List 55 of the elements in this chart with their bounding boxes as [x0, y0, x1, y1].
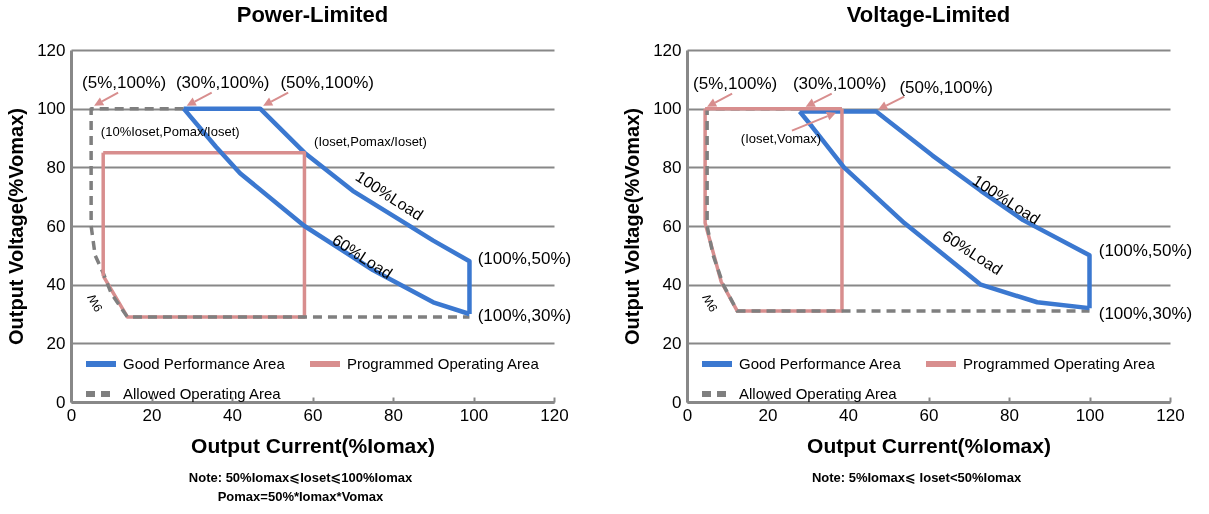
y-tick-label: 40 — [662, 275, 682, 295]
y-tick-label: 120 — [653, 40, 682, 60]
legend-label: Good Performance Area — [739, 355, 902, 372]
text: Note: 50%Iomax⩽Ioset⩽100%Iomax — [188, 470, 413, 485]
annotation: 9W — [84, 291, 106, 315]
x-tick-label: 120 — [540, 405, 569, 425]
annotation: (100%,30%) — [1098, 304, 1193, 324]
annotation: (50%,100%) — [899, 77, 993, 97]
annotation: (100%,30%) — [477, 306, 572, 325]
legend-label: Allowed Operating Area — [123, 385, 282, 402]
x-tick-label: 60 — [303, 405, 323, 425]
y-axis-title: Output Voltage(%Vomax) — [621, 107, 644, 346]
annotation: (100%,50%) — [1098, 241, 1193, 261]
y-tick-label: 20 — [46, 333, 66, 353]
annotation: (Ioset,Pomax/Ioset) — [314, 133, 427, 149]
x-tick-label: 40 — [839, 405, 858, 425]
chart-title: Power-Limited — [236, 2, 389, 27]
x-axis-title: Output Current(%Iomax) — [191, 433, 435, 457]
x-tick-label: 120 — [1156, 405, 1185, 425]
x-tick-label: 100 — [1075, 405, 1105, 425]
x-tick-label: 20 — [758, 405, 778, 425]
legend-label: Programmed Operating Area — [963, 355, 1156, 372]
x-tick-label: 80 — [384, 405, 403, 425]
y-tick-label: 80 — [46, 157, 66, 177]
y-tick-label: 100 — [37, 99, 66, 119]
annotation: (5%,100%) — [693, 73, 778, 93]
legend-label: Good Performance Area — [123, 355, 286, 372]
annotation: (30%,100%) — [792, 73, 887, 93]
legend-label: Programmed Operating Area — [347, 355, 540, 372]
x-tick-label: 80 — [1000, 405, 1019, 425]
text: Pomax=50%*Iomax*Vomax — [217, 489, 385, 504]
y-tick-label: 60 — [46, 216, 66, 236]
y-tick-label: 20 — [662, 333, 682, 353]
y-tick-label: 0 — [672, 392, 682, 412]
x-tick-label: 40 — [223, 405, 242, 425]
chart-title: Voltage-Limited — [846, 2, 1011, 27]
text: Note: 5%Iomax⩽ Ioset<50%Iomax — [811, 470, 1022, 485]
annotation: (100%,50%) — [477, 249, 572, 269]
y-tick-label: 100 — [653, 99, 682, 119]
x-axis-title: Output Current(%Iomax) — [807, 433, 1051, 457]
annotation: (Ioset,Vomax) — [740, 130, 822, 146]
legend-label: Allowed Operating Area — [739, 385, 898, 402]
x-tick-label: 20 — [142, 405, 162, 425]
x-tick-label: 60 — [919, 405, 939, 425]
annotation: (5%,100%) — [82, 72, 167, 92]
y-axis-title: Output Voltage(%Vomax) — [5, 107, 28, 346]
annotation: 9W — [699, 291, 721, 315]
annotation: (50%,100%) — [280, 72, 374, 92]
y-tick-label: 80 — [662, 157, 682, 177]
y-tick-label: 0 — [56, 392, 66, 412]
y-tick-label: 120 — [37, 40, 66, 60]
annotation: (30%,100%) — [175, 72, 270, 92]
x-tick-label: 100 — [459, 405, 489, 425]
y-tick-label: 60 — [662, 216, 682, 236]
y-tick-label: 40 — [46, 275, 66, 295]
